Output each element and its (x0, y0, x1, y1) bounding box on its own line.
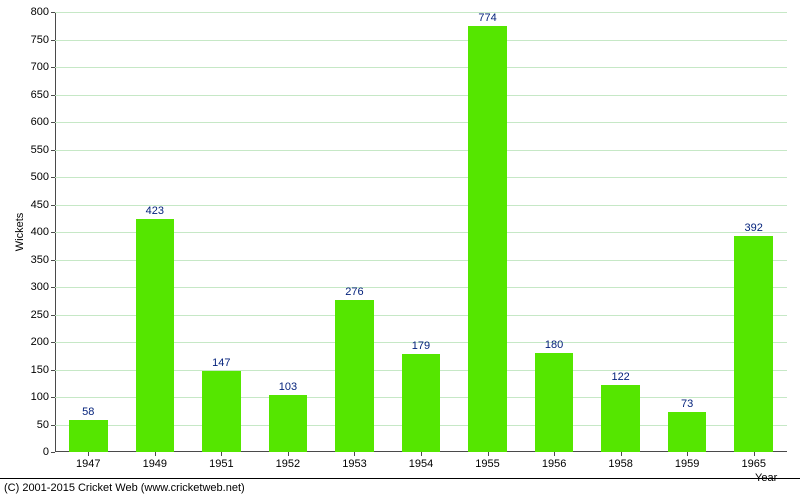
xtick-label: 1956 (542, 452, 566, 470)
gridline (55, 67, 787, 68)
gridline (55, 150, 787, 151)
ytick-label: 0 (43, 446, 55, 458)
ytick-label: 250 (31, 309, 55, 321)
bar: 103 (269, 395, 308, 452)
y-axis-title: Wickets (14, 213, 26, 252)
bar: 392 (734, 236, 773, 452)
bar: 73 (668, 412, 707, 452)
bar-value-label: 423 (146, 205, 164, 219)
bar: 276 (335, 300, 374, 452)
ytick-label: 50 (37, 419, 55, 431)
bar: 147 (202, 371, 241, 452)
xtick-label: 1953 (342, 452, 366, 470)
bar-value-label: 392 (745, 222, 763, 236)
bar-value-label: 180 (545, 339, 563, 353)
ytick-label: 650 (31, 89, 55, 101)
gridline (55, 205, 787, 206)
ytick-label: 600 (31, 116, 55, 128)
ytick-label: 750 (31, 34, 55, 46)
gridline (55, 12, 787, 13)
ytick-label: 500 (31, 171, 55, 183)
xtick-label: 1959 (675, 452, 699, 470)
xtick-label: 1954 (409, 452, 433, 470)
credit-divider (0, 478, 800, 479)
ytick-label: 800 (31, 6, 55, 18)
credit-text: (C) 2001-2015 Cricket Web (www.cricketwe… (4, 482, 245, 494)
gridline (55, 40, 787, 41)
ytick-label: 350 (31, 254, 55, 266)
bar-value-label: 147 (212, 357, 230, 371)
bar: 179 (402, 354, 441, 452)
ytick-label: 150 (31, 364, 55, 376)
xtick-label: 1955 (475, 452, 499, 470)
bar-value-label: 58 (82, 406, 94, 420)
ytick-label: 200 (31, 336, 55, 348)
chart-container: 0 50 100 150 200 250 300 350 400 450 500 550 600 650 7… (0, 0, 800, 500)
gridline (55, 177, 787, 178)
xtick-label: 1952 (276, 452, 300, 470)
bar: 122 (601, 385, 640, 452)
bar-value-label: 276 (345, 286, 363, 300)
xtick-label: 1949 (143, 452, 167, 470)
bar-value-label: 122 (611, 371, 629, 385)
xtick-label: 1958 (608, 452, 632, 470)
bar-value-label: 73 (681, 398, 693, 412)
gridline (55, 122, 787, 123)
bar-value-label: 774 (478, 12, 496, 26)
xtick-label: 1965 (741, 452, 765, 470)
bar: 774 (468, 26, 507, 452)
bar-value-label: 179 (412, 340, 430, 354)
bar: 180 (535, 353, 574, 452)
ytick-label: 400 (31, 226, 55, 238)
ytick-label: 300 (31, 281, 55, 293)
gridline (55, 95, 787, 96)
ytick-label: 100 (31, 391, 55, 403)
xtick-label: 1951 (209, 452, 233, 470)
xtick-label: 1947 (76, 452, 100, 470)
ytick-label: 550 (31, 144, 55, 156)
bar-value-label: 103 (279, 381, 297, 395)
bar: 423 (136, 219, 175, 452)
ytick-label: 700 (31, 61, 55, 73)
bar: 58 (69, 420, 108, 452)
ytick-label: 450 (31, 199, 55, 211)
plot-area: 0501001502002503003504004505005506006507… (55, 12, 787, 452)
